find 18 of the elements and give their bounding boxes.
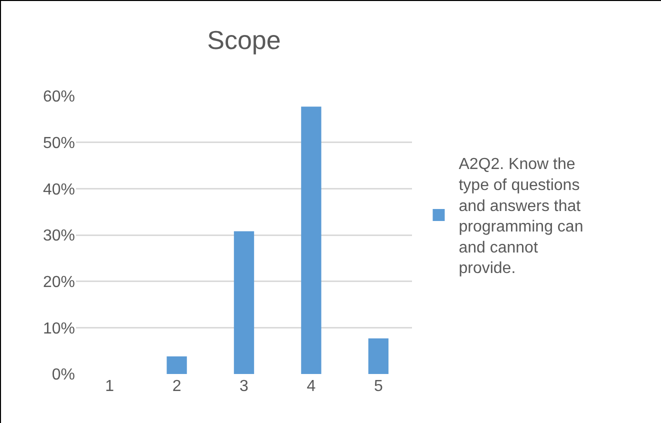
bar: [368, 338, 388, 374]
bar: [166, 356, 187, 374]
y-tick-label: 10%: [42, 320, 75, 338]
x-tick-label: 4: [306, 378, 316, 395]
y-tick-label: 60%: [42, 88, 75, 106]
bar: [234, 231, 254, 374]
x-tick-label: 1: [105, 378, 114, 395]
legend-label: A2Q2. Know the type of questions and answers that programming can and cannot provide.: [458, 156, 584, 278]
chart-title: Scope: [207, 24, 281, 55]
x-tick-label: 2: [172, 378, 182, 395]
y-tick-label: 40%: [42, 181, 75, 198]
bar: [301, 106, 322, 374]
y-tick-label: 50%: [42, 134, 75, 152]
x-tick-label: 3: [240, 378, 249, 395]
x-tick-label: 5: [374, 378, 383, 395]
y-tick-label: 20%: [42, 274, 75, 291]
y-tick-label: 0%: [52, 366, 75, 384]
y-tick-label: 30%: [42, 228, 75, 245]
